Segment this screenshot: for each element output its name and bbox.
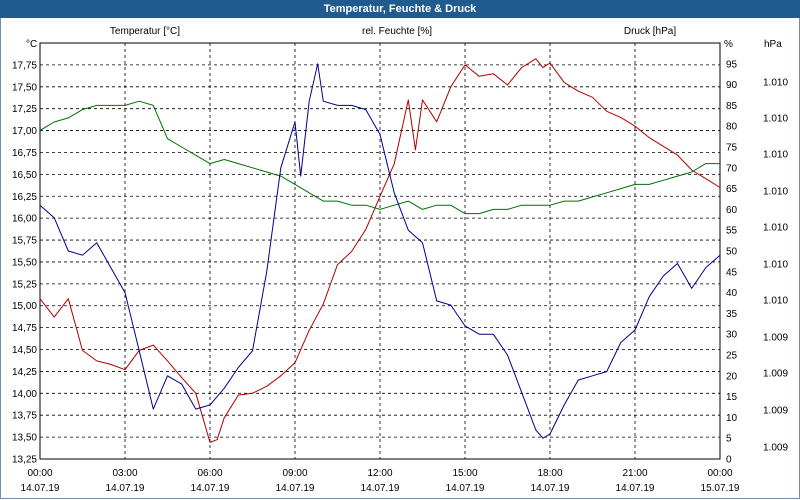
left-axis-unit: °C xyxy=(26,39,37,50)
right-humidity-tick-label: 50 xyxy=(726,247,738,258)
right-humidity-tick-label: 70 xyxy=(726,163,738,174)
right-pressure-tick-label: 1.009 xyxy=(763,369,788,380)
right-pressure-tick-label: 1.009 xyxy=(763,443,788,454)
right-humidity-tick-label: 15 xyxy=(726,392,738,403)
right-humidity-tick-label: 85 xyxy=(726,101,738,112)
right-humidity-tick-label: 90 xyxy=(726,80,738,91)
right-pressure-tick-label: 1.010 xyxy=(763,78,788,89)
x-tick-time: 18:00 xyxy=(537,468,562,479)
right-pressure-tick-label: 1.010 xyxy=(763,296,788,307)
right-humidity-tick-label: 25 xyxy=(726,351,738,362)
x-tick-date: 14.07.19 xyxy=(531,483,570,494)
x-tick-time: 03:00 xyxy=(112,468,137,479)
right-pressure-tick-label: 1.009 xyxy=(763,406,788,417)
right-humidity-tick-label: 75 xyxy=(726,143,738,154)
right-humidity-tick-label: 30 xyxy=(726,330,738,341)
x-tick-date: 14.07.19 xyxy=(446,483,485,494)
left-tick-label: 14,00 xyxy=(12,389,37,400)
right-humidity-tick-label: 0 xyxy=(726,455,732,466)
x-tick-time: 09:00 xyxy=(282,468,307,479)
left-tick-label: 16,50 xyxy=(12,170,37,181)
series-label-temperature: Temperatur [°C] xyxy=(110,26,180,37)
left-tick-label: 13,50 xyxy=(12,433,37,444)
left-tick-label: 17,50 xyxy=(12,82,37,93)
right-humidity-tick-label: 60 xyxy=(726,205,738,216)
right-humidity-tick-label: 5 xyxy=(726,434,732,445)
right-pressure-tick-label: 1.010 xyxy=(763,150,788,161)
left-tick-label: 16,25 xyxy=(12,192,37,203)
left-tick-label: 15,25 xyxy=(12,279,37,290)
chart-title: Temperatur, Feuchte & Druck xyxy=(0,0,800,18)
right-humidity-tick-label: 40 xyxy=(726,288,738,299)
left-tick-label: 13,25 xyxy=(12,455,37,466)
right-humidity-tick-label: 35 xyxy=(726,309,738,320)
left-tick-label: 15,50 xyxy=(12,257,37,268)
right-pressure-tick-label: 1.010 xyxy=(763,114,788,125)
right-pressure-tick-label: 1.010 xyxy=(763,187,788,198)
left-tick-label: 14,25 xyxy=(12,367,37,378)
left-tick-label: 15,00 xyxy=(12,301,37,312)
x-tick-time: 00:00 xyxy=(27,468,52,479)
left-tick-label: 14,50 xyxy=(12,345,37,356)
series-line-humidity xyxy=(39,100,720,215)
left-tick-label: 16,00 xyxy=(12,214,37,225)
right-pressure-tick-label: 1.010 xyxy=(763,223,788,234)
x-tick-time: 00:00 xyxy=(707,468,732,479)
x-tick-date: 14.07.19 xyxy=(276,483,315,494)
x-tick-date: 14.07.19 xyxy=(191,483,230,494)
series-label-humidity: rel. Feuchte [%] xyxy=(362,26,432,37)
right-humidity-tick-label: 10 xyxy=(726,413,738,424)
right-pressure-tick-label: 1.010 xyxy=(763,260,788,271)
x-tick-time: 12:00 xyxy=(367,468,392,479)
x-tick-time: 21:00 xyxy=(622,468,647,479)
left-tick-label: 17,75 xyxy=(12,60,37,71)
x-tick-date: 15.07.19 xyxy=(701,483,740,494)
right-pressure-tick-label: 1.009 xyxy=(763,333,788,344)
right-humidity-tick-label: 80 xyxy=(726,122,738,133)
series-line-temperature xyxy=(39,58,721,443)
left-tick-label: 17,00 xyxy=(12,126,37,137)
x-tick-date: 14.07.19 xyxy=(21,483,60,494)
x-tick-time: 15:00 xyxy=(452,468,477,479)
x-tick-time: 06:00 xyxy=(197,468,222,479)
x-tick-date: 14.07.19 xyxy=(616,483,655,494)
right-humidity-tick-label: 65 xyxy=(726,184,738,195)
right-humidity-tick-label: 20 xyxy=(726,371,738,382)
left-tick-label: 15,75 xyxy=(12,236,37,247)
x-tick-date: 14.07.19 xyxy=(361,483,400,494)
series-line-pressure xyxy=(39,63,721,439)
right-humidity-tick-label: 95 xyxy=(726,59,738,70)
left-tick-label: 14,75 xyxy=(12,323,37,334)
series-label-pressure: Druck [hPa] xyxy=(624,26,676,37)
left-tick-label: 17,25 xyxy=(12,104,37,115)
right-humidity-unit: % xyxy=(724,39,733,50)
left-tick-label: 16,75 xyxy=(12,148,37,159)
right-humidity-tick-label: 55 xyxy=(726,226,738,237)
left-tick-label: 13,75 xyxy=(12,411,37,422)
right-pressure-unit: hPa xyxy=(764,39,782,50)
x-tick-date: 14.07.19 xyxy=(106,483,145,494)
right-humidity-tick-label: 45 xyxy=(726,267,738,278)
